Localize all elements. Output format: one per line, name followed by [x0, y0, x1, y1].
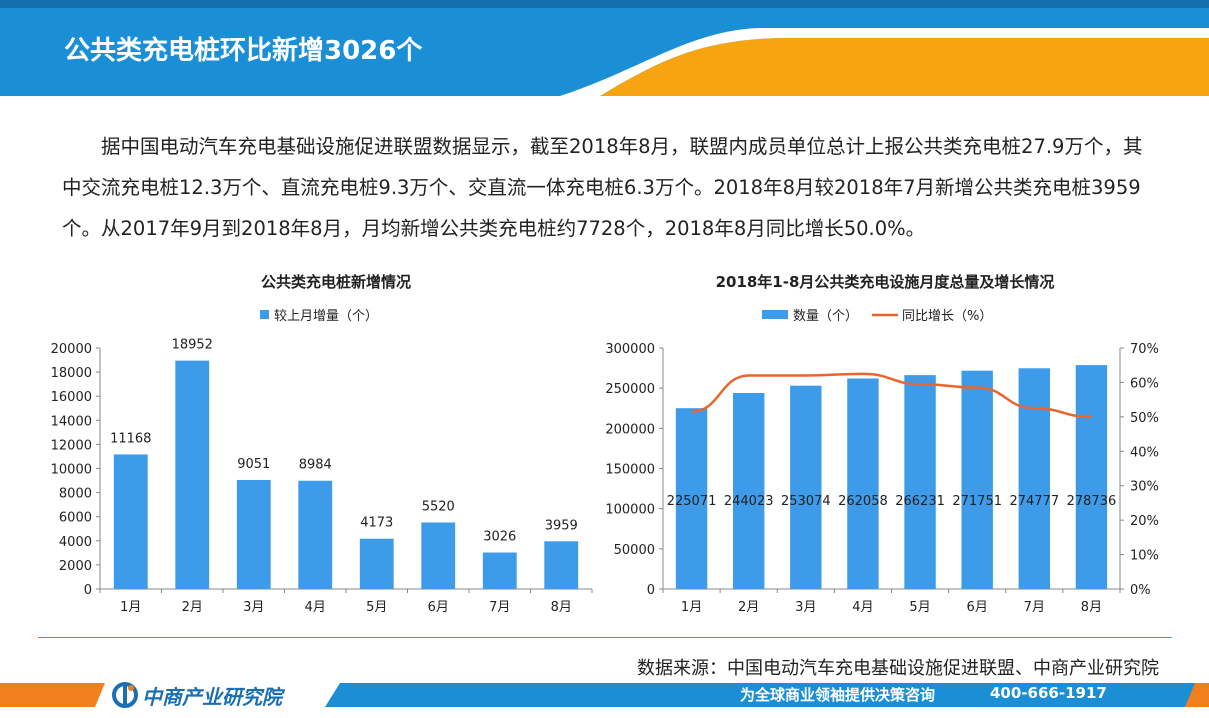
- body-paragraph-container: 据中国电动汽车充电基础设施促进联盟数据显示，截至2018年8月，联盟内成员单位总…: [62, 126, 1152, 249]
- bar: [359, 538, 394, 589]
- bar: [1075, 365, 1108, 589]
- footer-phone: 400-666-1917: [990, 684, 1107, 702]
- y-tick-label: 0: [84, 583, 92, 598]
- legend-label-bar: 数量（个）: [793, 309, 858, 324]
- bar: [298, 480, 333, 589]
- y-tick-label: 200000: [605, 422, 655, 437]
- footer-divider: [38, 637, 1172, 638]
- y-tick-label: 100000: [605, 503, 655, 518]
- bar: [113, 454, 148, 589]
- y-tick-label: 10000: [51, 463, 92, 478]
- bar-data-label: 271751: [952, 494, 1002, 509]
- chart-monthly-total: 2018年1-8月公共类充电设施月度总量及增长情况数量（个） 同比增长（%） 0 50…: [595, 262, 1185, 622]
- x-tick-label: 6月: [428, 600, 449, 615]
- bar: [847, 378, 879, 589]
- legend-label-line: 同比增长（%）: [902, 309, 992, 324]
- y-tick-label: 6000: [59, 511, 92, 526]
- bar: [1018, 368, 1051, 589]
- y-tick-label: 12000: [51, 438, 92, 453]
- x-tick-label: 7月: [489, 600, 510, 615]
- y2-tick-label: 40%: [1130, 445, 1159, 460]
- chart-title: 公共类充电桩新增情况: [261, 273, 411, 291]
- y-tick-label: 8000: [59, 487, 92, 502]
- bar-data-label: 274777: [1009, 494, 1059, 509]
- logo-text: 中商产业研究院: [142, 684, 282, 709]
- y-tick-label: 250000: [605, 382, 655, 397]
- bar-data-label: 225071: [667, 494, 717, 509]
- x-tick-label: 2月: [182, 600, 203, 615]
- bar: [732, 392, 765, 589]
- y2-tick-label: 30%: [1130, 480, 1159, 495]
- page-title: 公共类充电桩环比新增3026个: [64, 36, 423, 66]
- x-tick-label: 8月: [1081, 600, 1102, 615]
- x-tick-label: 1月: [681, 600, 702, 615]
- x-tick-label: 6月: [967, 600, 988, 615]
- bar-data-label: 11168: [110, 431, 151, 446]
- y-tick-label: 0: [647, 583, 655, 598]
- x-tick-label: 1月: [120, 600, 141, 615]
- bar-data-label: 18952: [172, 338, 213, 353]
- bar-data-label: 262058: [838, 494, 888, 509]
- y-tick-label: 18000: [51, 366, 92, 381]
- y2-tick-label: 50%: [1130, 411, 1159, 426]
- bar-data-label: 244023: [724, 494, 774, 509]
- y-tick-label: 16000: [51, 390, 92, 405]
- header-banner: 公共类充电桩环比新增3026个: [0, 0, 1209, 96]
- bar-data-label: 278736: [1067, 494, 1117, 509]
- body-paragraph: 据中国电动汽车充电基础设施促进联盟数据显示，截至2018年8月，联盟内成员单位总…: [62, 135, 1143, 240]
- bar: [421, 522, 456, 589]
- bar-data-label: 253074: [781, 494, 831, 509]
- bar-data-label: 266231: [895, 494, 945, 509]
- y2-tick-label: 70%: [1130, 342, 1159, 357]
- y2-tick-label: 10%: [1130, 549, 1159, 564]
- growth-line: [691, 372, 1092, 419]
- bar-data-label: 3026: [483, 530, 516, 545]
- y-tick-label: 2000: [59, 559, 92, 574]
- bar: [904, 375, 936, 589]
- bar: [790, 385, 822, 589]
- x-tick-label: 2月: [738, 600, 759, 615]
- header-background: [0, 0, 1209, 96]
- x-tick-label: 4月: [305, 600, 326, 615]
- logo-icon: [112, 682, 138, 708]
- bar: [236, 479, 271, 589]
- y2-tick-label: 20%: [1130, 514, 1159, 529]
- y2-tick-label: 0%: [1130, 583, 1151, 598]
- legend-label: 较上月增量（个）: [274, 309, 378, 324]
- legend-swatch-bar: [762, 310, 788, 319]
- y-tick-label: 20000: [51, 342, 92, 357]
- x-tick-label: 3月: [795, 600, 816, 615]
- x-tick-label: 3月: [243, 600, 264, 615]
- x-tick-label: 4月: [852, 600, 873, 615]
- x-tick-label: 7月: [1024, 600, 1045, 615]
- bar-data-label: 4173: [360, 516, 393, 531]
- company-logo: 中商产业研究院: [112, 682, 282, 709]
- x-tick-label: 5月: [909, 600, 930, 615]
- bar: [544, 541, 579, 589]
- chart-title: 2018年1-8月公共类充电设施月度总量及增长情况: [716, 273, 1055, 291]
- y2-tick-label: 60%: [1130, 376, 1159, 391]
- legend-swatch: [260, 310, 269, 319]
- footer-slogan: 为全球商业领袖提供决策咨询: [740, 686, 936, 704]
- bar: [961, 370, 993, 589]
- y-tick-label: 150000: [605, 463, 655, 478]
- chart-new-chargers: 公共类充电桩新增情况较上月增量（个） 0 2000 4000 6000 8000 10000…: [30, 262, 610, 622]
- data-source: 数据来源：中国电动汽车充电基础设施促进联盟、中商产业研究院: [637, 658, 1159, 679]
- y-tick-label: 4000: [59, 535, 92, 550]
- x-tick-label: 5月: [366, 600, 387, 615]
- y-tick-label: 300000: [605, 342, 655, 357]
- bar-data-label: 8984: [299, 458, 332, 473]
- bar: [175, 360, 210, 589]
- bar: [482, 552, 517, 589]
- bar-data-label: 9051: [237, 457, 270, 472]
- bar: [675, 408, 708, 589]
- x-tick-label: 8月: [551, 600, 572, 615]
- y-tick-label: 50000: [614, 543, 655, 558]
- bar-data-label: 5520: [422, 499, 455, 514]
- bar-data-label: 3959: [545, 518, 578, 533]
- footer-band: [0, 683, 1209, 707]
- y-tick-label: 14000: [51, 414, 92, 429]
